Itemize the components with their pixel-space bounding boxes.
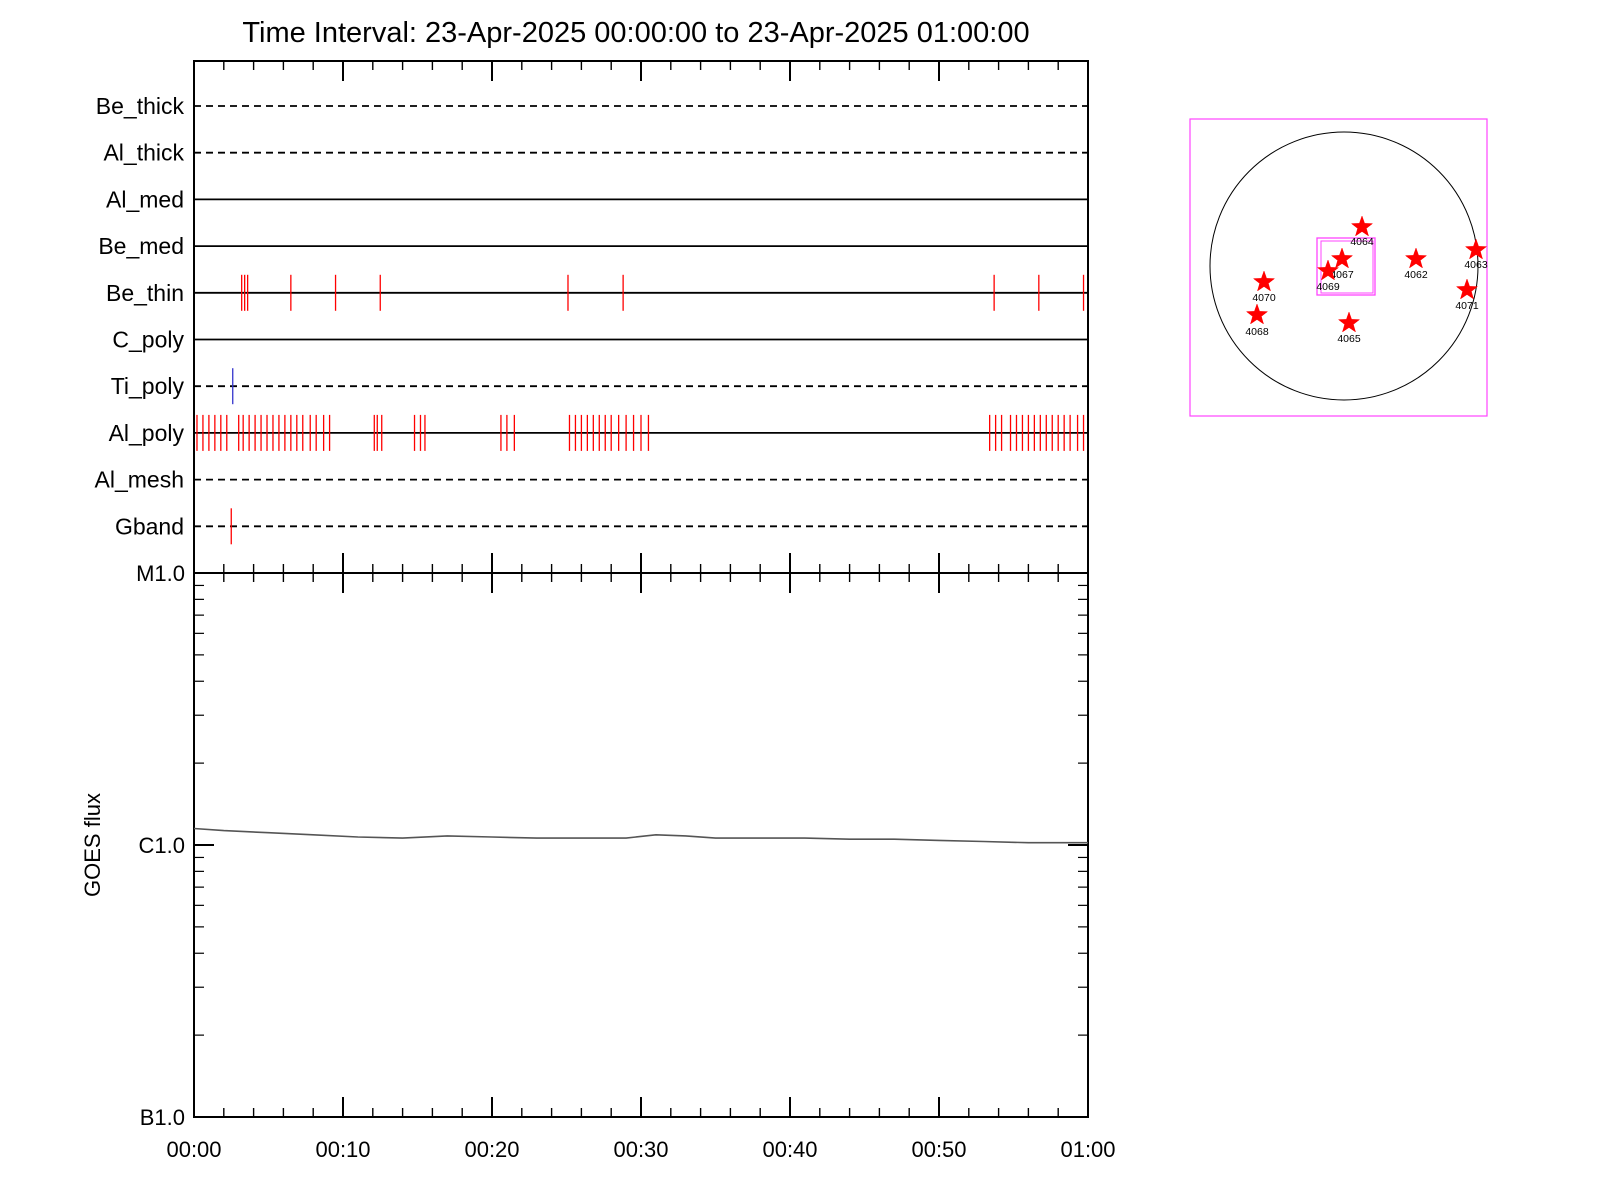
x-tick-label: 00:40 xyxy=(762,1137,817,1162)
y-tick-label: C1.0 xyxy=(139,833,185,858)
active-region-4071: 4071 xyxy=(1455,278,1479,312)
region-star-marker xyxy=(1252,270,1276,292)
filter-row-al-mesh: Al_mesh xyxy=(95,467,1088,493)
x-tick-label: 00:00 xyxy=(166,1137,221,1162)
region-label: 4068 xyxy=(1245,326,1269,338)
solar-disk xyxy=(1209,131,1479,401)
sun-map-frame xyxy=(1189,118,1488,417)
goes-y-axis-label: GOES flux xyxy=(80,793,105,897)
active-region-4065: 4065 xyxy=(1337,311,1361,345)
filter-row-label: C_poly xyxy=(112,327,184,353)
region-label: 4067 xyxy=(1330,269,1354,281)
active-region-4069: 4069 xyxy=(1316,259,1340,293)
filter-row-al-thick: Al_thick xyxy=(103,140,1088,166)
y-tick-label: B1.0 xyxy=(140,1105,185,1130)
filter-row-label: Be_thick xyxy=(96,93,185,119)
filter-row-label: Gband xyxy=(115,513,184,539)
goes-flux-line xyxy=(193,827,1088,844)
active-region-4067: 4067 xyxy=(1330,247,1354,281)
filter-row-be-med: Be_med xyxy=(98,233,1088,259)
region-star-marker xyxy=(1455,278,1479,300)
region-star-marker xyxy=(1330,247,1354,269)
region-label: 4070 xyxy=(1252,292,1276,304)
filter-row-gband: Gband xyxy=(115,508,1088,545)
region-label: 4071 xyxy=(1455,300,1479,312)
region-star-marker xyxy=(1350,215,1374,237)
zoom-box-outer xyxy=(1316,237,1376,296)
filter-panel: Be_thick Al_thick Al_med Be_med Be_thin C_pol… xyxy=(95,60,1089,574)
active-region-4070: 4070 xyxy=(1252,270,1276,304)
filter-row-c-poly: C_poly xyxy=(112,327,1088,353)
region-star-marker xyxy=(1464,238,1488,260)
filter-panel-frame xyxy=(193,60,1089,574)
filter-row-label: Al_thick xyxy=(103,140,184,166)
filter-row-label: Al_poly xyxy=(109,420,185,446)
region-label: 4063 xyxy=(1464,259,1488,271)
region-label: 4065 xyxy=(1337,333,1361,345)
region-star-marker xyxy=(1245,303,1269,325)
filter-row-label: Be_med xyxy=(98,233,184,259)
filter-row-label: Al_mesh xyxy=(95,467,184,493)
filter-row-ti-poly: Ti_poly xyxy=(111,368,1088,405)
active-region-4062: 4062 xyxy=(1404,247,1428,281)
goes-panel-frame xyxy=(193,572,1089,1118)
x-tick-label: 00:50 xyxy=(911,1137,966,1162)
filter-row-label: Al_med xyxy=(106,186,184,212)
filter-row-be-thin: Be_thin xyxy=(106,274,1088,311)
y-tick-label: M1.0 xyxy=(136,561,185,586)
zoom-box-inner xyxy=(1320,240,1374,294)
region-label: 4069 xyxy=(1316,281,1340,293)
x-tick-label: 00:30 xyxy=(613,1137,668,1162)
active-region-4068: 4068 xyxy=(1245,303,1269,338)
x-tick-label: 01:00 xyxy=(1060,1137,1115,1162)
region-star-marker xyxy=(1337,311,1361,333)
region-label: 4062 xyxy=(1404,269,1428,281)
filter-row-label: Be_thin xyxy=(106,280,184,306)
x-tick-label: 00:20 xyxy=(464,1137,519,1162)
region-star-marker xyxy=(1404,247,1428,269)
filter-row-al-med: Al_med xyxy=(106,186,1088,212)
active-region-4064: 4064 xyxy=(1350,215,1374,248)
region-star-marker xyxy=(1316,259,1340,281)
chart-title: Time Interval: 23-Apr-2025 00:00:00 to 2… xyxy=(242,17,1029,49)
goes-panel: M1.0 C1.0 B1.0 00:00 00:10 00:20 00:30 00:40 00… xyxy=(80,561,1116,1162)
region-label: 4064 xyxy=(1350,236,1374,248)
filter-row-label: Ti_poly xyxy=(111,373,185,399)
filter-row-al-poly: Al_poly xyxy=(109,414,1088,451)
active-region-4063: 4063 xyxy=(1464,238,1488,271)
filter-row-be-thick: Be_thick xyxy=(96,93,1088,119)
x-tick-label: 00:10 xyxy=(315,1137,370,1162)
